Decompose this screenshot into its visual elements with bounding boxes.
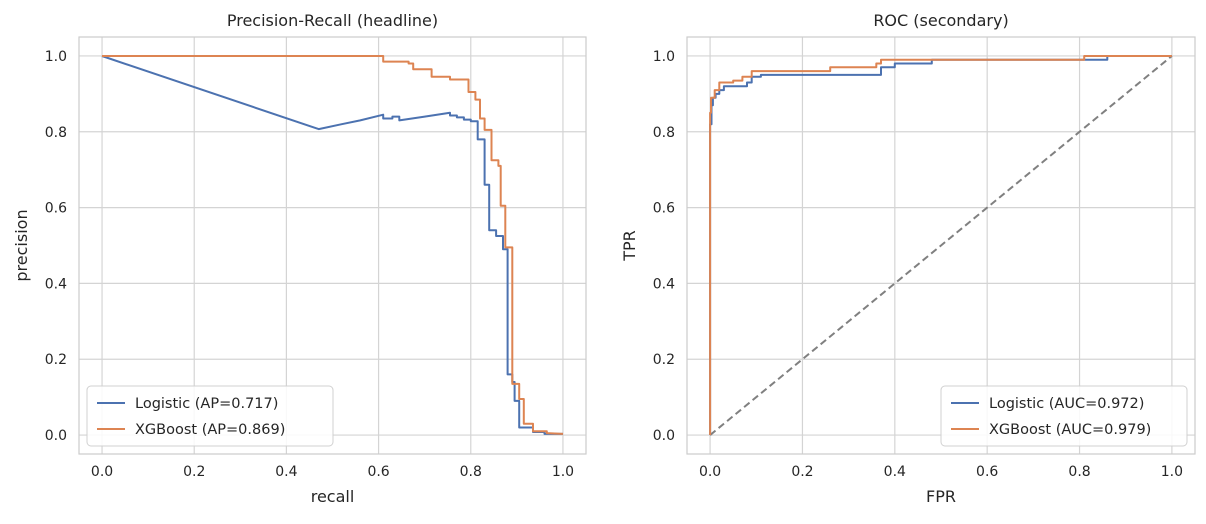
roc-series-logistic xyxy=(709,55,1172,435)
pr-y-tick-label: 0.8 xyxy=(45,125,67,141)
pr-x-tick-label: 0.4 xyxy=(275,464,297,480)
pr-y-axis-label: precision xyxy=(12,209,31,281)
pr-x-tick-label: 0.0 xyxy=(91,464,113,480)
pr-legend: Logistic (AP=0.717) XGBoost (AP=0.869) xyxy=(86,385,334,447)
roc-legend-entry: Logistic (AUC=0.972) xyxy=(989,396,1144,412)
roc-y-axis-label: TPR xyxy=(620,230,639,262)
pr-y-tick-label: 0.0 xyxy=(45,428,67,444)
pr-x-tick-label: 0.6 xyxy=(367,464,389,480)
pr-y-tick-label: 1.0 xyxy=(45,49,67,65)
roc-x-tick-label: 0.6 xyxy=(976,464,998,480)
roc-y-tick-label: 0.6 xyxy=(653,201,675,217)
pr-legend-entry: Logistic (AP=0.717) xyxy=(135,396,278,412)
pr-y-tick-label: 0.4 xyxy=(45,276,67,292)
roc-x-axis-label: FPR xyxy=(926,487,956,506)
pr-x-tick-label: 1.0 xyxy=(552,464,574,480)
roc-chart-title: ROC (secondary) xyxy=(873,11,1008,30)
pr-series-xgboost xyxy=(102,55,564,435)
pr-chart: Precision-Recall (headline) recall preci… xyxy=(12,11,587,506)
pr-series-logistic xyxy=(101,55,563,435)
pr-chart-title: Precision-Recall (headline) xyxy=(227,11,438,30)
roc-x-tick-label: 0.4 xyxy=(884,464,906,480)
pr-y-tick-label: 0.6 xyxy=(45,201,67,217)
roc-x-tick-label: 0.2 xyxy=(791,464,813,480)
pr-plot-frame xyxy=(78,36,587,455)
roc-plot-frame xyxy=(686,36,1196,455)
roc-chart: ROC (secondary) FPR TPR 0.0 0.2 0.4 0.6 0.8 1… xyxy=(620,11,1196,506)
pr-x-axis-label: recall xyxy=(311,487,355,506)
roc-y-tick-label: 1.0 xyxy=(653,49,675,65)
roc-x-tick-label: 0.8 xyxy=(1068,464,1090,480)
roc-y-tick-label: 0.2 xyxy=(653,352,675,368)
roc-legend: Logistic (AUC=0.972) XGBoost (AUC=0.979) xyxy=(940,385,1188,447)
pr-legend-entry: XGBoost (AP=0.869) xyxy=(135,422,285,438)
roc-legend-entry: XGBoost (AUC=0.979) xyxy=(989,422,1151,438)
roc-y-tick-label: 0.4 xyxy=(653,276,675,292)
roc-series-xgboost xyxy=(709,55,1172,435)
roc-chance-diagonal xyxy=(709,55,1173,436)
roc-x-tick-label: 1.0 xyxy=(1161,464,1183,480)
roc-x-tick-label: 0.0 xyxy=(699,464,721,480)
roc-y-tick-label: 0.8 xyxy=(653,125,675,141)
pr-y-tick-label: 0.2 xyxy=(45,352,67,368)
pr-x-tick-label: 0.2 xyxy=(183,464,205,480)
roc-y-tick-label: 0.0 xyxy=(653,428,675,444)
pr-x-tick-label: 0.8 xyxy=(460,464,482,480)
